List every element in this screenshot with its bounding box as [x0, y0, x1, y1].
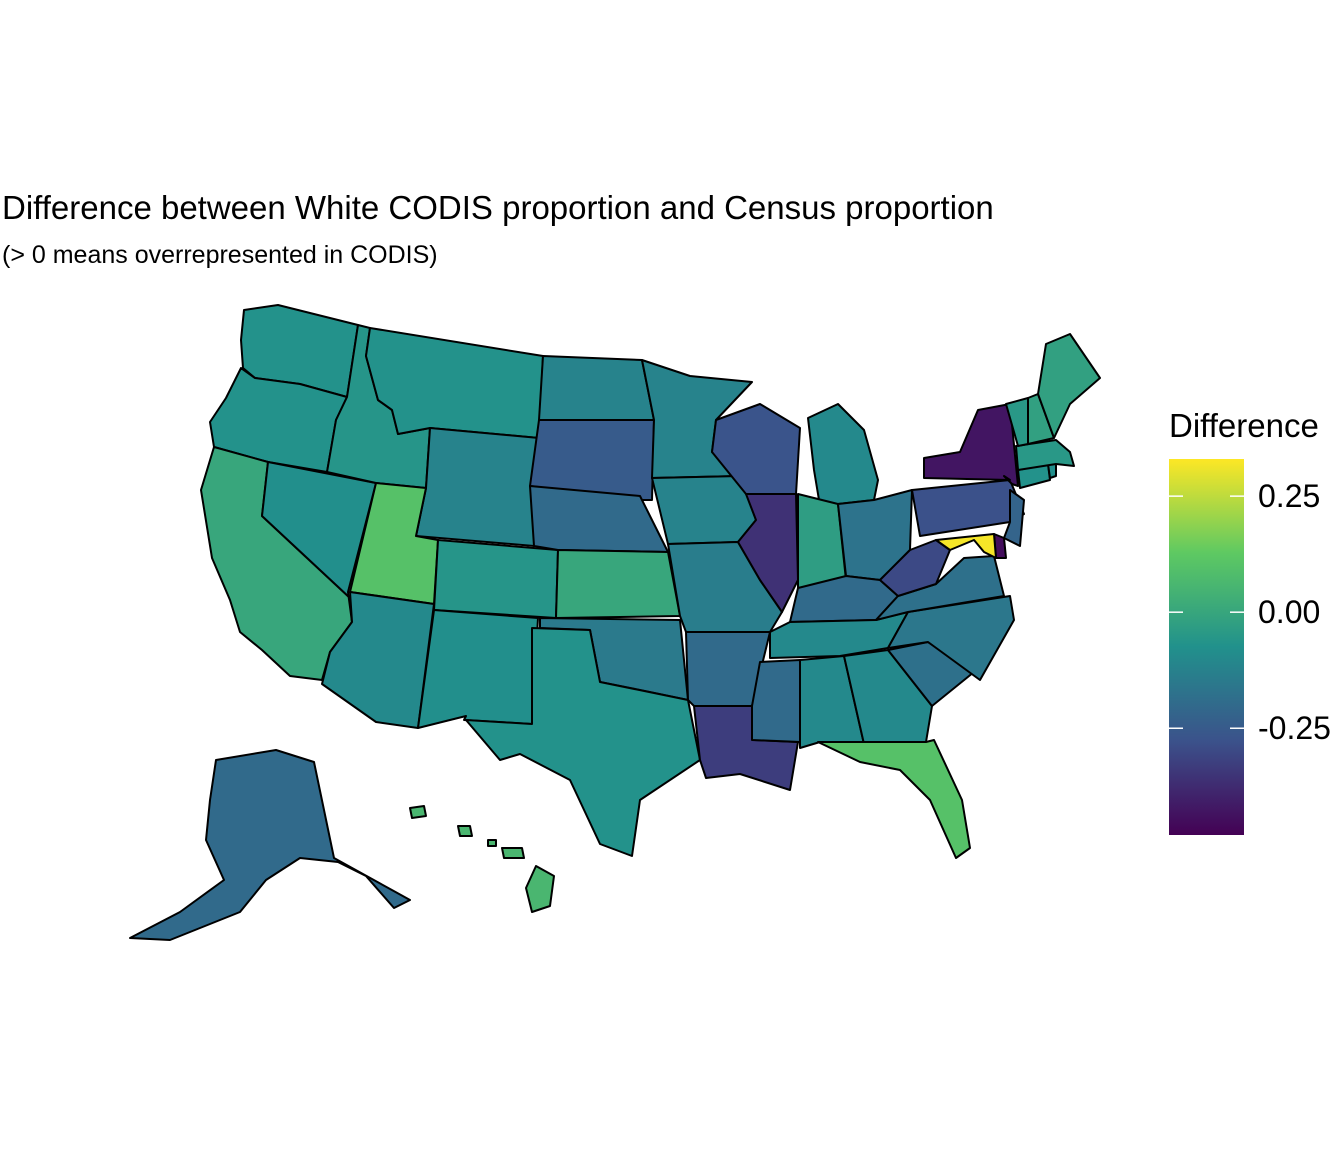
chart-title: Difference between White CODIS proportio…	[2, 189, 994, 226]
state-rhode-island	[1047, 463, 1057, 479]
legend-tick-label: -0.25	[1258, 710, 1331, 747]
state-massachusetts	[1015, 439, 1075, 471]
chart-subtitle: (> 0 means overrepresented in CODIS)	[2, 241, 438, 269]
state-hawaii-island	[409, 805, 427, 819]
state-maine	[1037, 333, 1101, 439]
state-texas	[465, 627, 701, 857]
state-new-jersey	[1003, 489, 1025, 547]
legend-tick-label: 0.00	[1258, 594, 1321, 631]
state-new-mexico	[417, 609, 539, 729]
state-colorado	[433, 539, 559, 619]
state-kansas	[555, 549, 681, 619]
state-michigan	[807, 403, 879, 507]
state-hawaii	[525, 865, 555, 913]
state-north-dakota	[538, 355, 655, 421]
state-illinois	[737, 493, 799, 613]
state-hawaii-island	[457, 825, 473, 837]
state-mississippi	[751, 659, 801, 743]
state-maryland	[935, 533, 997, 559]
legend-tick-label: 0.25	[1258, 478, 1321, 515]
state-wyoming	[415, 427, 540, 547]
state-hawaii-island	[487, 839, 497, 847]
state-alaska	[129, 749, 411, 941]
state-south-dakota	[529, 419, 655, 501]
state-new-york	[923, 403, 1019, 487]
state-georgia	[843, 649, 933, 745]
state-hawaii-island	[501, 847, 525, 859]
legend-title: Difference	[1169, 407, 1319, 444]
legend-colorbar	[1169, 459, 1244, 835]
state-florida	[817, 739, 971, 859]
